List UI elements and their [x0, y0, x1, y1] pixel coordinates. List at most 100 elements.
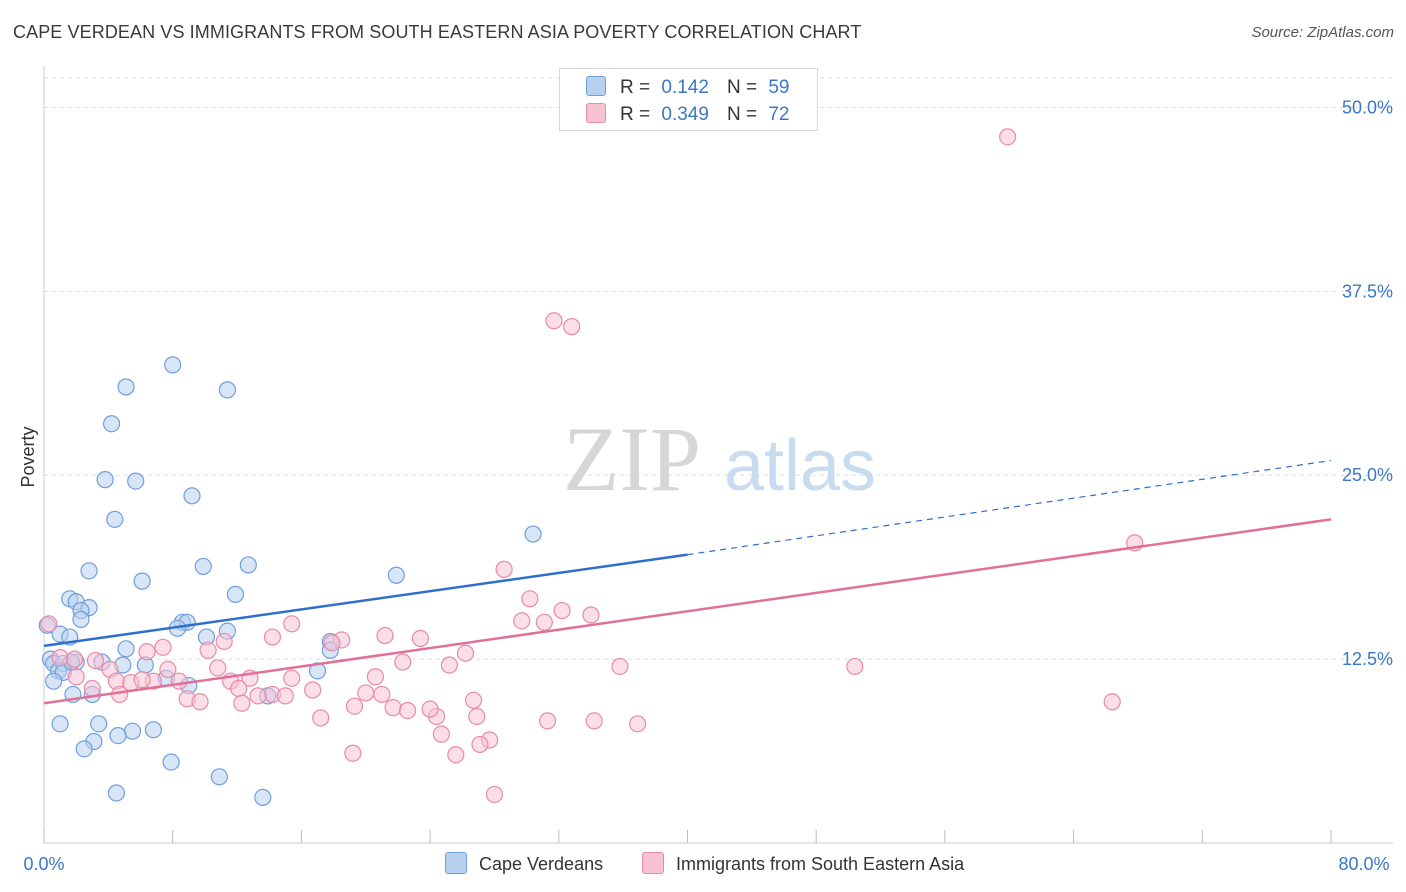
data-point	[495, 560, 513, 578]
legend-row-cape-verdeans: R = 0.142 N = 59	[586, 76, 789, 98]
data-point	[1103, 693, 1121, 711]
data-point	[117, 640, 135, 658]
data-point	[239, 556, 257, 574]
watermark-atlas: atlas	[724, 426, 876, 506]
data-point	[535, 613, 553, 631]
data-point	[191, 693, 209, 711]
bottom-legend-swatch-blue	[445, 852, 467, 874]
legend-n-label: N =	[726, 104, 758, 125]
data-point	[366, 668, 385, 686]
data-point	[109, 727, 127, 745]
trend-line-cape-verdeans	[43, 553, 688, 648]
data-point	[72, 610, 90, 628]
bottom-legend-label: Immigrants from South Eastern Asia	[676, 854, 965, 874]
legend: R = 0.142 N = 59 R = 0.349 N = 72	[559, 68, 818, 131]
data-point	[183, 487, 201, 505]
data-point	[75, 740, 93, 758]
data-point	[133, 671, 151, 689]
data-point	[233, 694, 251, 712]
legend-n-value: 59	[768, 77, 790, 98]
legend-n-label: N =	[726, 77, 758, 98]
data-point	[538, 712, 557, 730]
data-point	[117, 378, 135, 396]
data-point	[485, 785, 504, 804]
data-point	[226, 585, 245, 603]
data-point	[440, 656, 459, 674]
data-point	[563, 318, 581, 336]
data-point	[162, 753, 180, 771]
source-label: Source: ZipAtlas.com	[1251, 24, 1394, 41]
data-point	[45, 672, 63, 690]
bottom-legend-swatch-pink	[642, 852, 664, 874]
legend-swatch-pink	[586, 103, 606, 123]
data-point	[456, 644, 475, 662]
data-point	[218, 381, 236, 399]
data-point	[384, 699, 402, 717]
bottom-legend-cape-verdeans: Cape Verdeans	[445, 852, 603, 875]
data-point	[138, 643, 156, 661]
data-point	[127, 472, 145, 490]
y-tick-label: 25.0%	[1342, 465, 1393, 485]
data-point	[999, 128, 1017, 146]
data-point	[553, 601, 571, 620]
trend-lines	[43, 459, 1332, 705]
data-point	[154, 638, 172, 656]
data-point	[67, 668, 85, 686]
data-point	[411, 629, 430, 648]
data-point	[210, 768, 228, 786]
data-point	[582, 606, 600, 624]
data-point	[40, 615, 58, 633]
bottom-legend-label: Cape Verdeans	[479, 854, 604, 874]
bottom-legend-sea-immigrants: Immigrants from South Eastern Asia	[642, 852, 964, 875]
data-point	[464, 691, 483, 709]
data-point	[209, 659, 227, 677]
x-tick-label: 0.0%	[23, 854, 64, 874]
data-point	[471, 735, 489, 754]
legend-r-label: R =	[620, 104, 651, 125]
data-point	[376, 626, 394, 645]
data-point	[83, 679, 101, 698]
data-point	[230, 679, 248, 698]
trend-line-cape-verdeans-projection	[687, 459, 1332, 556]
data-point	[524, 525, 542, 543]
data-point	[611, 657, 629, 676]
data-point	[254, 788, 272, 806]
legend-r-value: 0.142	[661, 77, 709, 98]
chart-title: CAPE VERDEAN VS IMMIGRANTS FROM SOUTH EA…	[13, 22, 862, 42]
axes	[43, 66, 1393, 844]
watermark-zip: ZIP	[563, 408, 701, 510]
data-point	[51, 715, 69, 733]
data-point	[51, 649, 69, 667]
data-point	[373, 685, 391, 704]
data-point	[90, 715, 108, 733]
trend-line-sea-immigrants	[43, 518, 1332, 705]
data-point	[80, 562, 98, 580]
y-tick-label: 50.0%	[1342, 97, 1393, 117]
y-tick-label: 37.5%	[1342, 281, 1393, 301]
data-point	[159, 660, 177, 679]
data-point	[170, 672, 188, 690]
data-point	[323, 634, 341, 652]
x-tick-label: 80.0%	[1338, 854, 1389, 874]
data-point	[276, 687, 294, 705]
data-point	[344, 744, 362, 762]
data-point	[283, 669, 301, 687]
data-point	[144, 721, 162, 739]
data-point	[308, 662, 327, 680]
legend-row-sea-immigrants: R = 0.349 N = 72	[586, 103, 789, 125]
data-point	[106, 510, 124, 528]
data-point	[629, 715, 647, 733]
data-point	[65, 650, 84, 668]
data-point	[164, 356, 182, 374]
series-cape-verdeans-points	[38, 356, 542, 806]
data-point	[86, 651, 105, 670]
data-point	[432, 725, 450, 743]
data-point	[585, 712, 603, 730]
data-point	[102, 415, 121, 433]
data-point	[345, 697, 364, 715]
data-point	[123, 722, 142, 740]
data-point	[468, 707, 486, 726]
data-point	[394, 653, 412, 671]
data-point	[283, 615, 301, 633]
